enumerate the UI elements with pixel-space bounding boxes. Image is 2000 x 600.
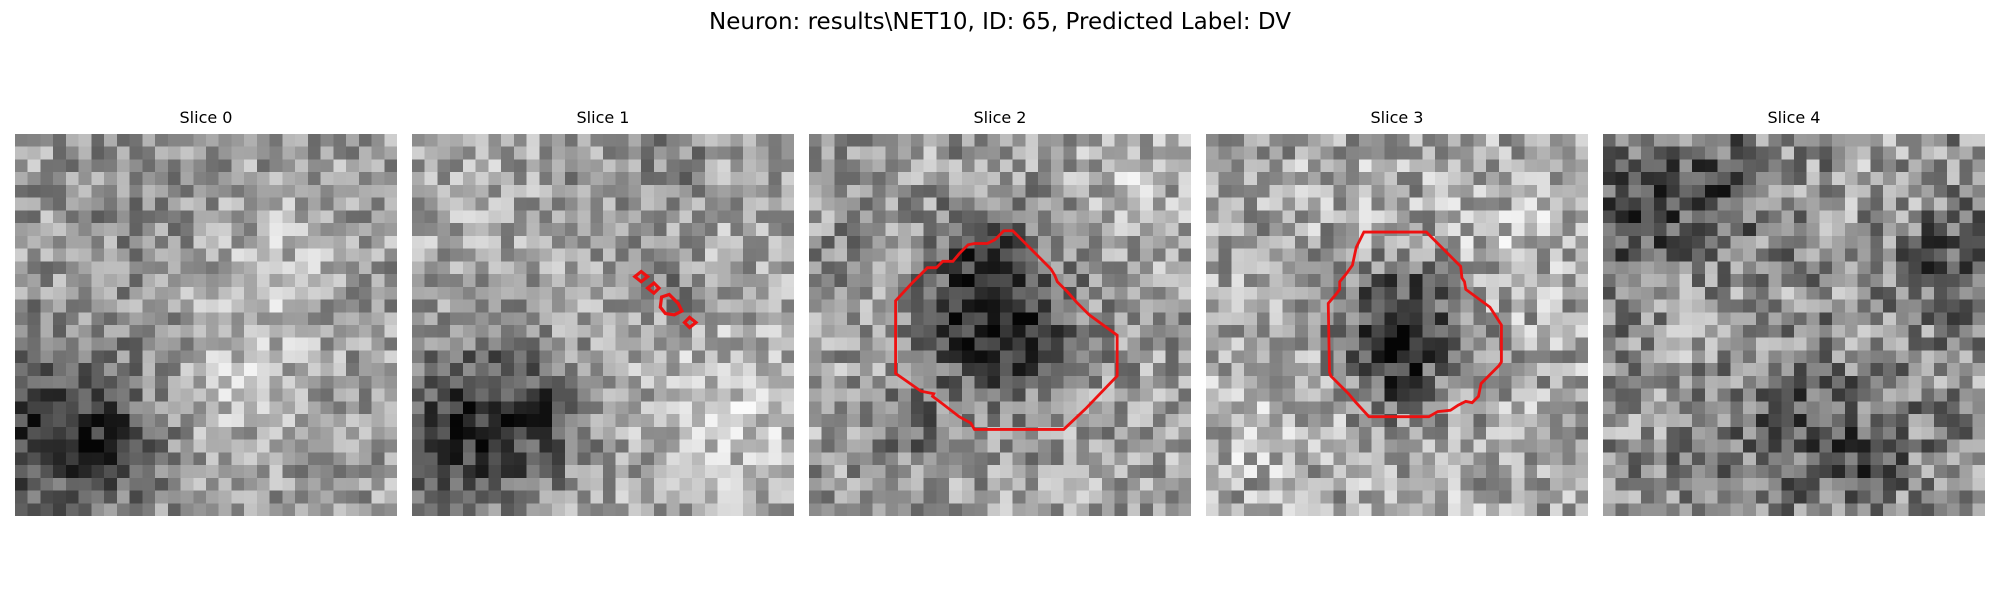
slice-title-1: Slice 1 xyxy=(576,108,630,127)
slice-image-4 xyxy=(1603,134,1985,516)
slice-title-2: Slice 2 xyxy=(973,108,1027,127)
roi-contour-1 xyxy=(632,269,699,330)
slice-panel-3: Slice 3 xyxy=(1206,108,1588,518)
slice-title-0: Slice 0 xyxy=(179,108,233,127)
slice-title-3: Slice 3 xyxy=(1370,108,1424,127)
slice-panel-1: Slice 1 xyxy=(412,108,794,518)
slice-image-1 xyxy=(412,134,794,516)
roi-contour-2 xyxy=(894,229,1119,431)
slice-image-2 xyxy=(809,134,1191,516)
slice-panel-4: Slice 4 xyxy=(1603,108,1985,518)
slice-image-0 xyxy=(15,134,397,516)
slice-title-4: Slice 4 xyxy=(1767,108,1821,127)
slice-panel-2: Slice 2 xyxy=(809,108,1191,518)
slice-panel-0: Slice 0 xyxy=(15,108,397,518)
slice-image-3 xyxy=(1206,134,1588,516)
figure-title: Neuron: results\NET10, ID: 65, Predicted… xyxy=(709,9,1291,35)
roi-contour-3 xyxy=(1326,230,1503,419)
